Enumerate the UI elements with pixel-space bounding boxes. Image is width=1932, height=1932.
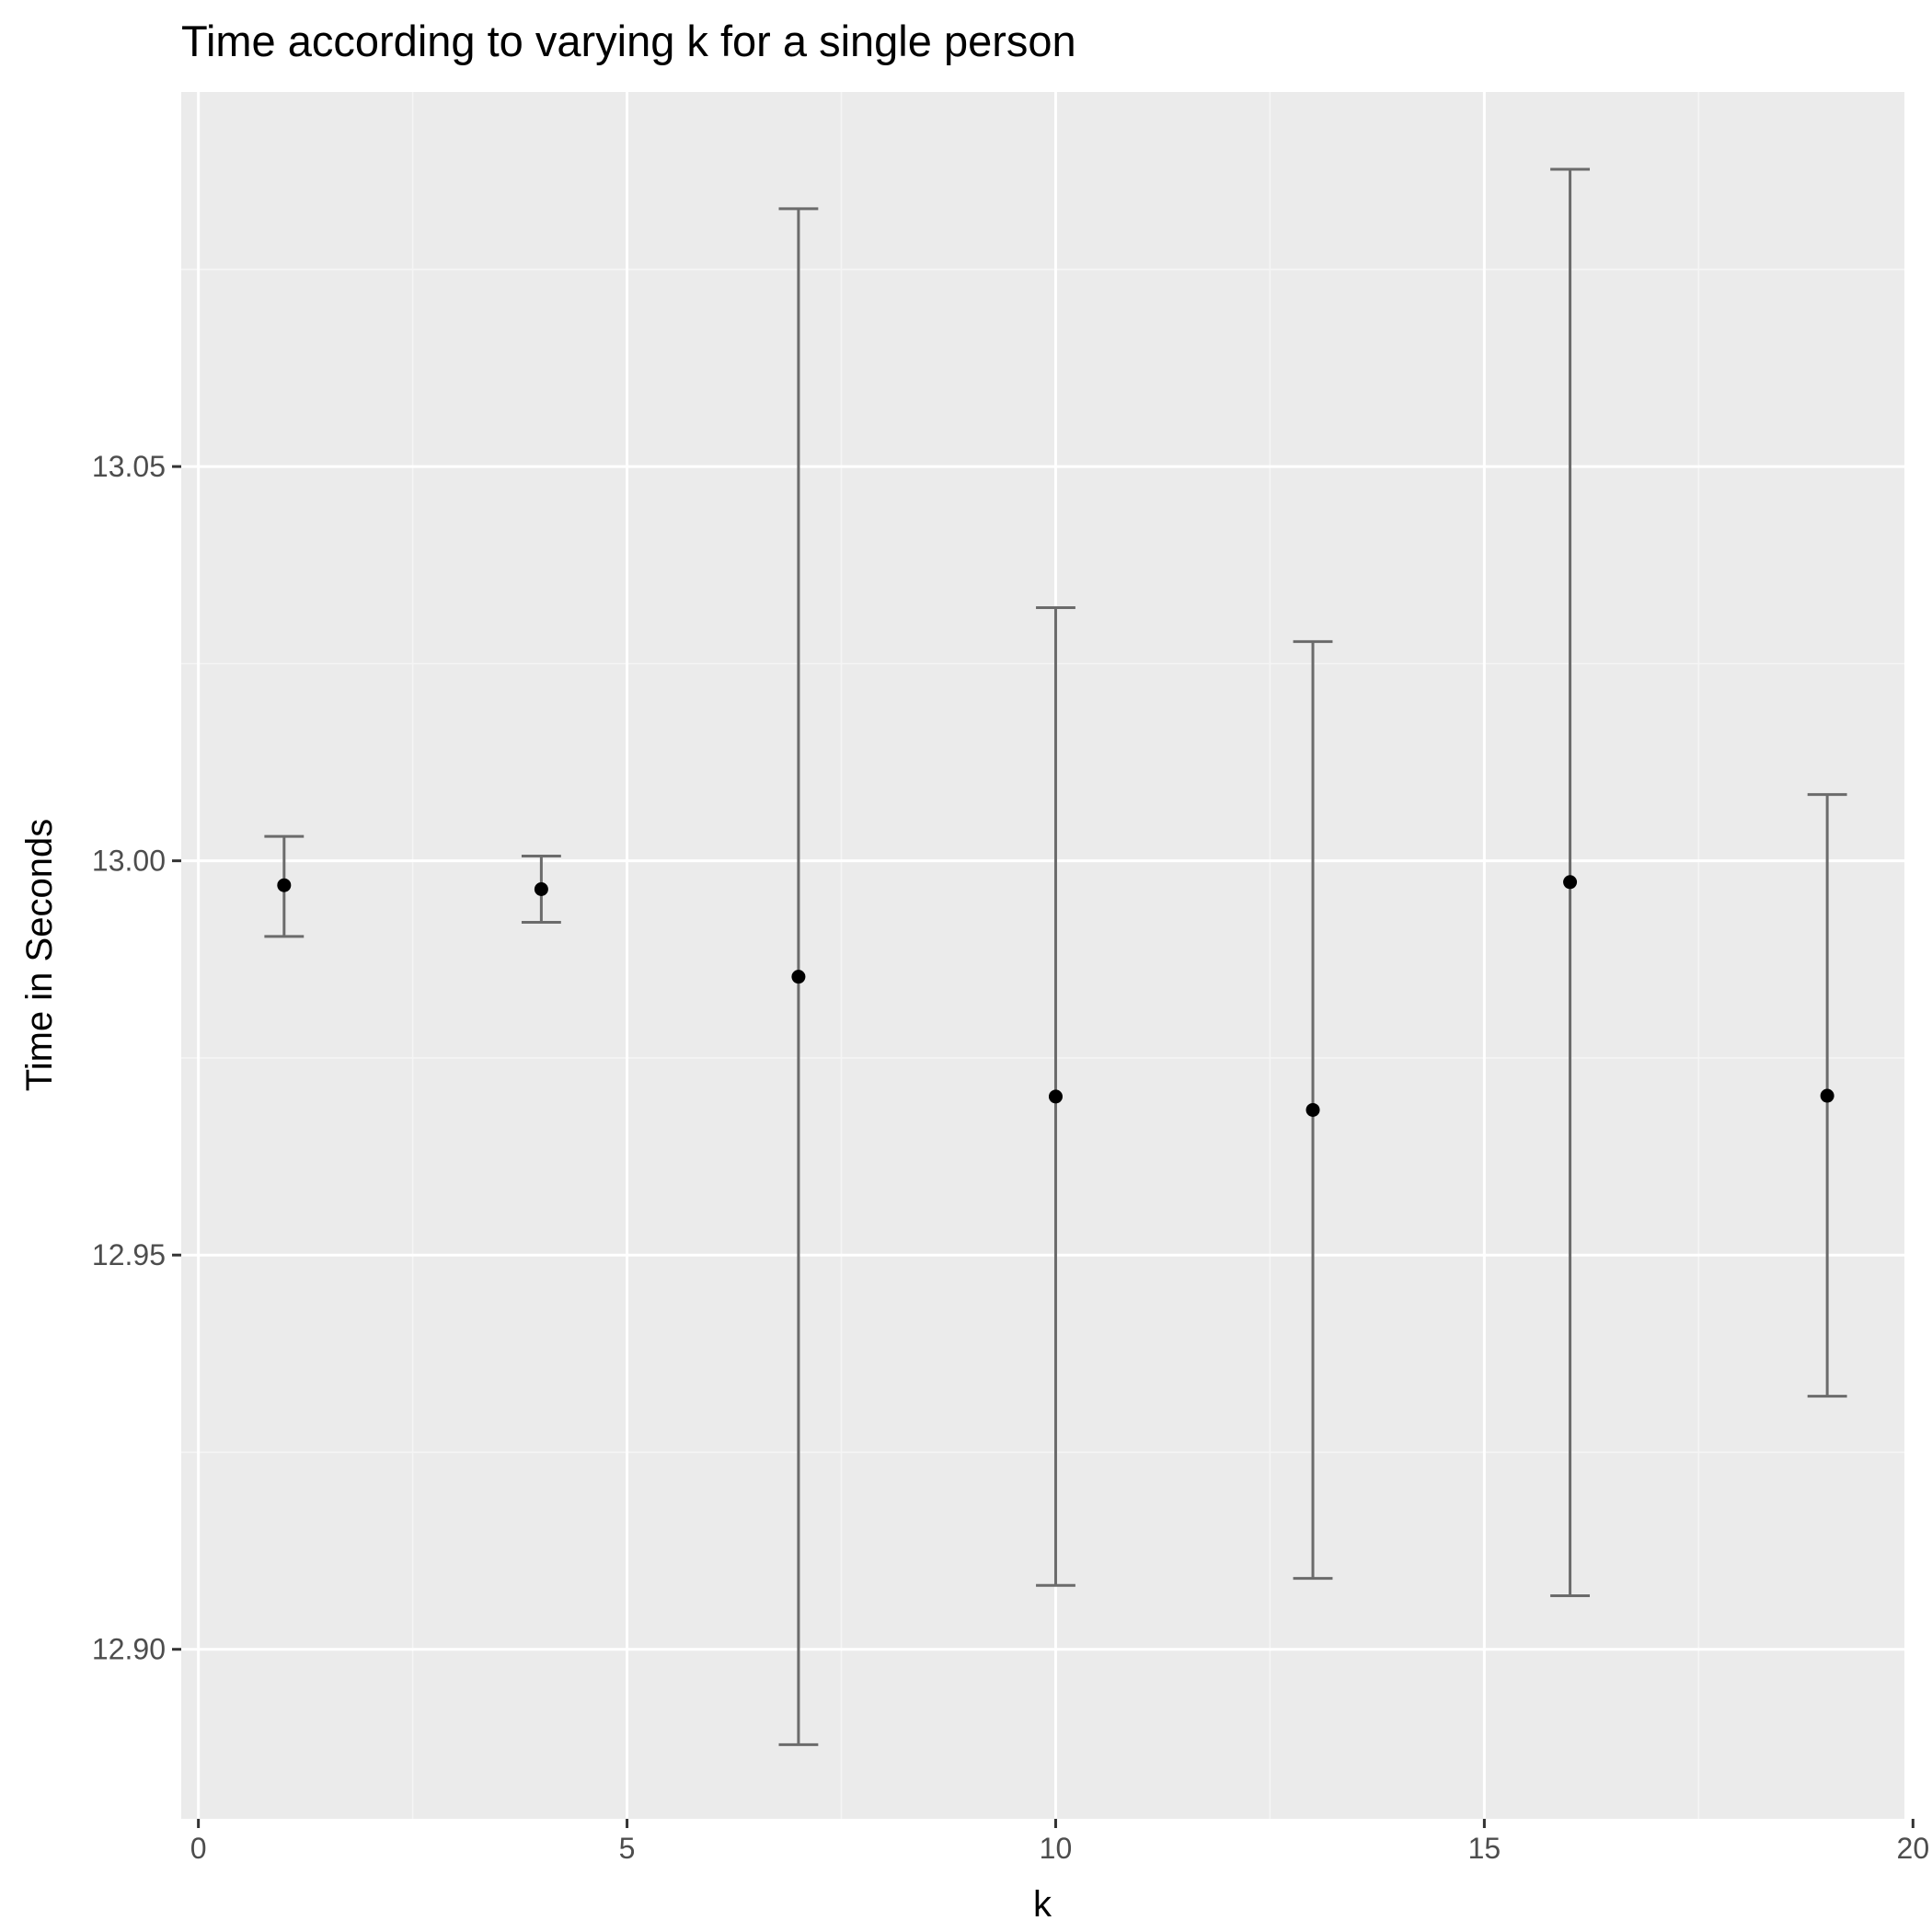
y-axis-title: Time in Seconds xyxy=(19,819,60,1091)
data-points xyxy=(277,875,1834,1117)
data-point xyxy=(277,878,292,892)
x-axis: 0 5 10 15 20 xyxy=(190,1819,1929,1865)
data-point xyxy=(1305,1102,1320,1117)
y-tick-label: 12.90 xyxy=(92,1633,166,1666)
grid-major xyxy=(181,92,1915,1819)
grid-minor xyxy=(181,92,1904,1819)
x-tick-label: 15 xyxy=(1468,1832,1501,1865)
y-axis: 12.90 12.95 13.00 13.05 xyxy=(92,450,181,1666)
y-tick-label: 13.05 xyxy=(92,450,166,483)
data-point xyxy=(1048,1089,1063,1104)
data-point xyxy=(1820,1088,1834,1103)
data-point xyxy=(791,970,806,984)
y-tick-label: 12.95 xyxy=(92,1238,166,1271)
data-point xyxy=(1563,875,1578,890)
y-tick-label: 13.00 xyxy=(92,845,166,878)
x-tick-label: 20 xyxy=(1897,1832,1930,1865)
data-point xyxy=(534,882,548,897)
x-tick-label: 10 xyxy=(1040,1832,1073,1865)
chart-title: Time according to varying k for a single… xyxy=(181,17,1076,65)
x-tick-label: 0 xyxy=(190,1832,207,1865)
x-axis-title: k xyxy=(1033,1884,1052,1925)
plot-panel xyxy=(181,92,1904,1819)
x-tick-label: 5 xyxy=(619,1832,636,1865)
